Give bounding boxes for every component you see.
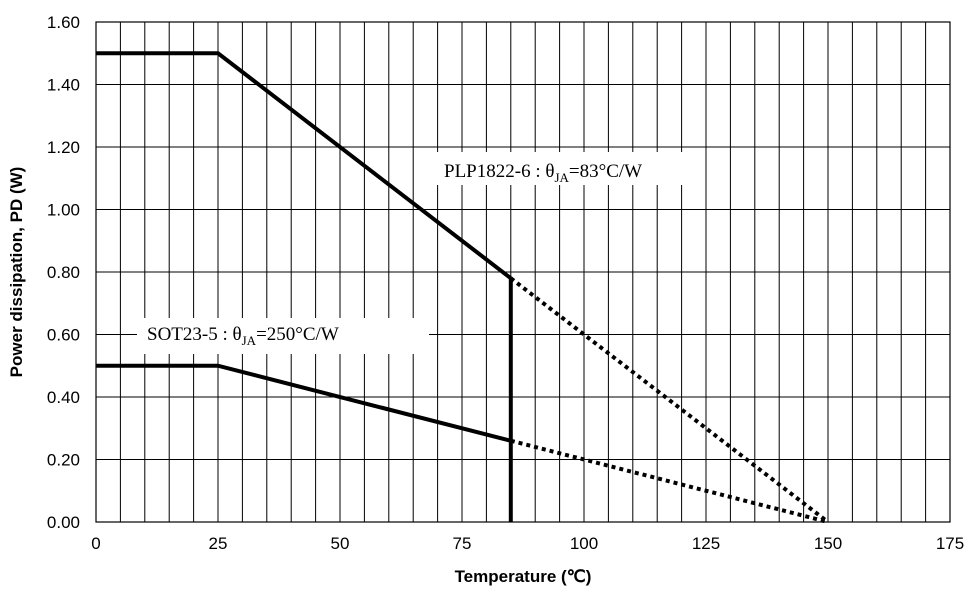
y-tick-label: 1.60	[47, 13, 80, 32]
series-0-dashed-extension	[509, 276, 830, 524]
plot-frame	[95, 21, 951, 523]
annotation-plp1822: PLP1822-6 : θJA=83°C/W	[444, 161, 642, 185]
series-1-solid-line	[96, 363, 512, 443]
annotation-sot23: SOT23-5 : θJA=250°C/W	[147, 324, 339, 348]
grid	[95, 21, 951, 523]
x-axis-label: Temperature (℃)	[455, 567, 592, 586]
x-tick-label: 150	[814, 534, 842, 553]
y-tick-label: 0.00	[47, 513, 80, 532]
x-tick-label: 25	[209, 534, 228, 553]
series-0-solid-line	[96, 51, 513, 280]
x-tick-label: 0	[91, 534, 100, 553]
x-tick-label: 50	[331, 534, 350, 553]
x-tick-label: 175	[936, 534, 964, 553]
tick-labels: 0 25 50 75 100 125 150 175 0.00 0.20 0.40 0.60 0.80 1…	[47, 13, 964, 553]
annotation-background-plp1822	[434, 152, 704, 185]
x-tick-label: 125	[692, 534, 720, 553]
y-tick-label: 0.80	[47, 263, 80, 282]
plot-border	[95, 21, 951, 523]
y-axis-label: Power dissipation, PD (W)	[7, 167, 26, 378]
y-tick-label: 0.40	[47, 388, 80, 407]
x-tick-label: 100	[570, 534, 598, 553]
x-tick-label: 75	[453, 534, 472, 553]
y-tick-label: 0.20	[47, 451, 80, 470]
series-1-dashed-extension	[510, 438, 829, 524]
y-tick-label: 1.40	[47, 76, 80, 95]
y-tick-label: 1.00	[47, 201, 80, 220]
series-layer	[96, 51, 830, 524]
annotations: PLP1822-6 : θJA=83°C/W SOT23-5 : θJA=250…	[137, 152, 704, 354]
y-tick-label: 1.20	[47, 138, 80, 157]
annotation-background-sot23	[137, 318, 429, 354]
y-tick-label: 0.60	[47, 326, 80, 345]
